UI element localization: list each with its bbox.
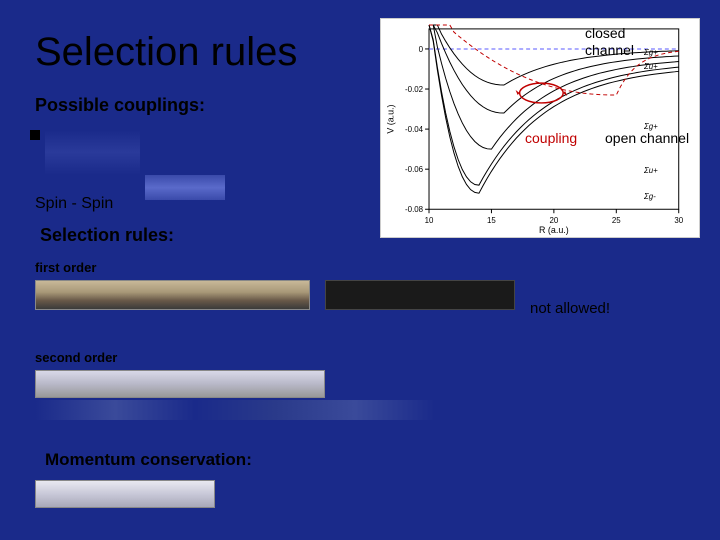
svg-text:30: 30 — [674, 216, 683, 225]
svg-text:-0.02: -0.02 — [405, 85, 423, 94]
svg-text:-0.08: -0.08 — [405, 205, 424, 214]
possible-couplings-label: Possible couplings: — [35, 95, 205, 116]
svg-text:Σg-: Σg- — [643, 192, 656, 201]
coupling-blur-1 — [45, 130, 140, 175]
selection-rules-heading: Selection rules: — [40, 225, 174, 246]
svg-text:R (a.u.): R (a.u.) — [539, 225, 569, 235]
potential-energy-chart: -0.08 -0.06 -0.04 -0.02 0 10 15 20 25 30 R (a.u.) V… — [380, 18, 700, 238]
svg-text:10: 10 — [425, 216, 434, 225]
svg-text:Σu+: Σu+ — [643, 62, 658, 71]
momentum-conservation-label: Momentum conservation: — [45, 450, 252, 470]
chart-svg: -0.08 -0.06 -0.04 -0.02 0 10 15 20 25 30 R (a.u.) V… — [381, 19, 699, 237]
spin-spin-label: Spin - Spin — [35, 195, 113, 213]
coupling-label: coupling — [525, 130, 577, 146]
svg-text:15: 15 — [487, 216, 496, 225]
closed-channel-label: closed channel — [585, 25, 634, 59]
first-order-label: first order — [35, 260, 96, 275]
svg-text:0: 0 — [419, 45, 424, 54]
formula-second-order-1 — [35, 370, 325, 398]
svg-text:Σg+: Σg+ — [643, 48, 658, 57]
second-order-label: second order — [35, 350, 117, 365]
formula-first-order-1 — [35, 280, 310, 310]
coupling-blur-2 — [145, 175, 225, 200]
svg-text:20: 20 — [549, 216, 558, 225]
open-channel-label: open channel — [605, 130, 689, 146]
formula-second-order-2 — [35, 400, 435, 420]
svg-text:25: 25 — [612, 216, 621, 225]
bullet-icon — [30, 130, 40, 140]
svg-text:-0.06: -0.06 — [405, 165, 424, 174]
svg-text:Σu+: Σu+ — [643, 166, 658, 175]
formula-momentum — [35, 480, 215, 508]
svg-text:-0.04: -0.04 — [405, 125, 424, 134]
page-title: Selection rules — [35, 30, 297, 75]
svg-text:V (a.u.): V (a.u.) — [385, 104, 395, 133]
not-allowed-label: not allowed! — [530, 300, 610, 317]
formula-first-order-2 — [325, 280, 515, 310]
